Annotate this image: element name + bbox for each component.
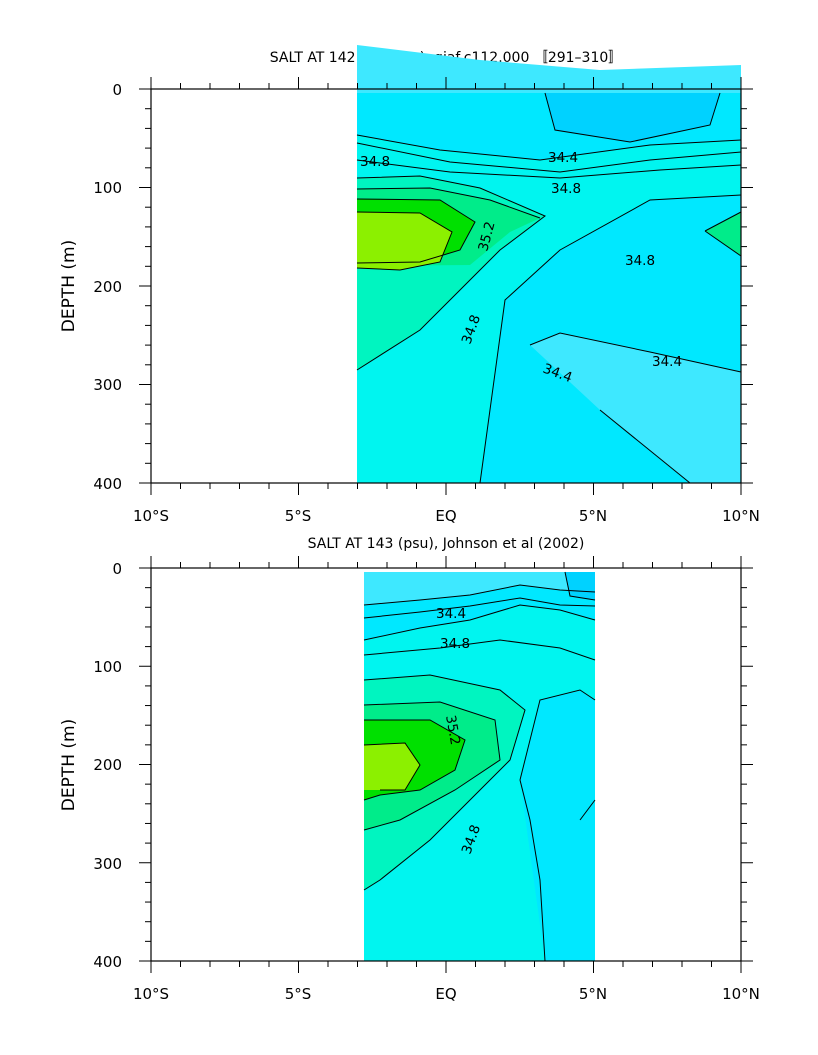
contour-label: 34.4 — [548, 150, 578, 166]
x-tick-label: 5°S — [285, 507, 312, 525]
x-tick-label: 5°N — [579, 985, 607, 1003]
contour-label: 34.4 — [436, 606, 466, 622]
contour-label: 35.2 — [475, 220, 498, 253]
contour-label: 34.8 — [440, 636, 470, 652]
contour-label: 34.8 — [625, 253, 655, 269]
contour-label: 34.4 — [652, 354, 682, 370]
x-tick-label: EQ — [435, 985, 456, 1003]
panel-top-y-tick-labels: 0 100 200 300 400 — [93, 81, 122, 493]
y-tick-label: 300 — [93, 376, 122, 394]
panel-bottom-title: SALT AT 143 (psu), Johnson et al (2002) — [308, 536, 585, 552]
y-tick-label: 400 — [93, 953, 122, 971]
y-tick-label: 100 — [93, 658, 122, 676]
x-tick-label: 5°N — [579, 507, 607, 525]
x-tick-label: 10°S — [133, 507, 169, 525]
y-tick-label: 400 — [93, 475, 122, 493]
x-tick-label: EQ — [435, 507, 456, 525]
y-tick-label: 300 — [93, 855, 122, 873]
x-tick-label: 10°S — [133, 985, 169, 1003]
y-tick-label: 0 — [112, 560, 122, 578]
contour-label: 35.2 — [442, 714, 463, 746]
x-tick-label: 5°S — [285, 985, 312, 1003]
panel-top: SALT AT 142.8°E (psu), giaf.c112.000 〚29… — [59, 45, 760, 525]
x-tick-label: 10°N — [722, 507, 760, 525]
panel-top-contour-fills — [357, 45, 741, 483]
panel-top-contour-lines — [356, 92, 742, 484]
panel-bottom-x-tick-labels: 10°S 5°S EQ 5°N 10°N — [133, 985, 760, 1003]
panel-bottom: SALT AT 143 (psu), Johnson et al (2002) — [59, 536, 760, 1003]
x-tick-label: 10°N — [722, 985, 760, 1003]
y-tick-label: 200 — [93, 278, 122, 296]
panel-top-y-axis-label: DEPTH (m) — [59, 240, 79, 332]
y-tick-label: 0 — [112, 81, 122, 99]
panel-bottom-ticks — [139, 556, 753, 973]
y-tick-label: 200 — [93, 756, 122, 774]
panel-bottom-contour-lines — [363, 571, 596, 962]
contour-label: 34.8 — [551, 181, 581, 197]
panel-bottom-contour-fills — [364, 572, 595, 961]
panel-bottom-y-tick-labels: 0 100 200 300 400 — [93, 560, 122, 971]
contour-label: 34.8 — [360, 154, 390, 170]
panel-top-x-tick-labels: 10°S 5°S EQ 5°N 10°N — [133, 507, 760, 525]
panel-bottom-y-axis-label: DEPTH (m) — [59, 719, 79, 811]
panel-top-ticks — [139, 77, 753, 495]
y-tick-label: 100 — [93, 179, 122, 197]
